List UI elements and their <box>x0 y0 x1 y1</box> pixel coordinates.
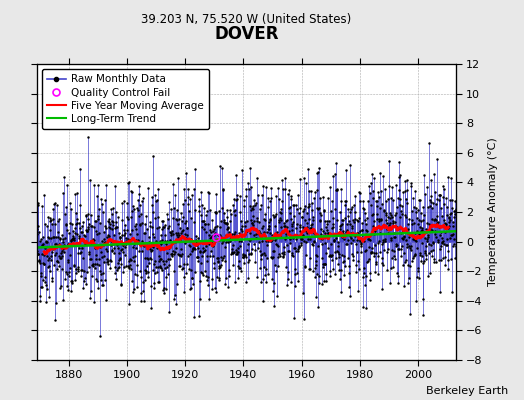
Legend: Raw Monthly Data, Quality Control Fail, Five Year Moving Average, Long-Term Tren: Raw Monthly Data, Quality Control Fail, … <box>42 69 209 129</box>
Text: 39.203 N, 75.520 W (United States): 39.203 N, 75.520 W (United States) <box>141 12 352 26</box>
Title: DOVER: DOVER <box>214 25 279 43</box>
Y-axis label: Temperature Anomaly (°C): Temperature Anomaly (°C) <box>488 138 498 286</box>
Text: Berkeley Earth: Berkeley Earth <box>426 386 508 396</box>
